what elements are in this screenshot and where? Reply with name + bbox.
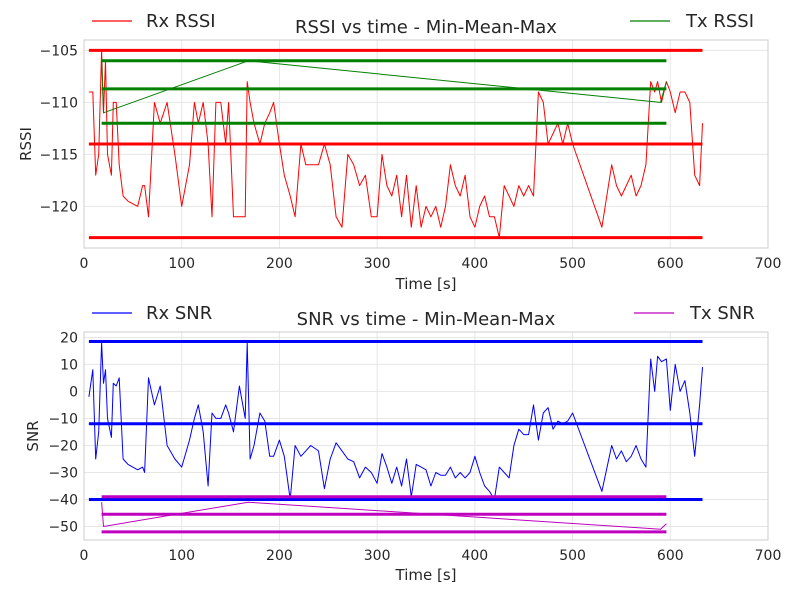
rssi-plot-frame xyxy=(83,39,769,249)
rssi-x-tick-label: 300 xyxy=(364,256,391,272)
rssi-legend-left: Rx RSSI xyxy=(92,11,216,32)
rssi-y-tick-label: −120 xyxy=(40,199,78,215)
snr-x-tick-label: 700 xyxy=(755,548,782,564)
snr-legend-rx-label: Rx SNR xyxy=(146,303,212,324)
snr-legend-right: Tx SNR xyxy=(634,303,755,324)
rssi-y-axis-label: RSSI xyxy=(17,127,35,161)
snr-x-tick-label: 400 xyxy=(461,548,488,564)
snr-series xyxy=(88,340,703,534)
snr-x-tick-label: 300 xyxy=(364,548,391,564)
rssi-panel: 0 100 200 300 400 500 600 700 −105−110−115−120 … xyxy=(17,11,781,293)
snr-x-tick-label: 0 xyxy=(80,548,89,564)
snr-y-tick-label: −10 xyxy=(48,411,78,427)
snr-x-tick-labels: 0 100 200 300 400 500 600 700 xyxy=(80,548,782,564)
snr-series-rx-snr-line xyxy=(88,342,703,500)
rssi-series-rx-rssi-line xyxy=(88,49,703,239)
snr-x-tick-label: 600 xyxy=(657,548,684,564)
rssi-y-tick-label: −110 xyxy=(40,95,78,111)
snr-y-tick-label: −20 xyxy=(48,438,78,454)
rssi-x-tick-label: 600 xyxy=(657,256,684,272)
rssi-x-tick-label: 0 xyxy=(80,256,89,272)
snr-x-tick-label: 100 xyxy=(168,548,195,564)
rssi-x-tick-labels: 0 100 200 300 400 500 600 700 xyxy=(80,256,782,272)
rssi-x-tick-label: 200 xyxy=(266,256,293,272)
rssi-y-tick-label: −105 xyxy=(40,43,78,59)
rssi-chart-title: RSSI vs time - Min-Mean-Max xyxy=(295,17,557,38)
snr-series-tx-snr-line xyxy=(101,501,667,530)
snr-y-tick-label: 10 xyxy=(60,357,78,373)
snr-chart-title: SNR vs time - Min-Mean-Max xyxy=(297,309,556,330)
rssi-x-tick-label: 400 xyxy=(461,256,488,272)
snr-y-tick-label: −50 xyxy=(48,519,78,535)
rssi-legend-rx-label: Rx RSSI xyxy=(146,11,216,32)
snr-y-tick-labels: 20 10 0 −10 −20 −30 −40 −50 xyxy=(48,330,78,535)
rssi-y-tick-labels: −105 −110 −115 −120 xyxy=(40,43,78,215)
snr-x-tick-label: 500 xyxy=(559,548,586,564)
rssi-x-tick-label: 700 xyxy=(755,256,782,272)
snr-y-tick-label: −40 xyxy=(48,492,78,508)
snr-y-tick-label: 0 xyxy=(69,384,78,400)
rssi-x-tick-label: 500 xyxy=(559,256,586,272)
snr-panel: 0 100 200 300 400 500 600 700 20100−10−20−30−40… xyxy=(24,303,781,584)
rssi-x-tick-label: 100 xyxy=(168,256,195,272)
snr-legend-tx-label: Tx SNR xyxy=(689,303,755,324)
rssi-legend-tx-label: Tx RSSI xyxy=(685,11,754,32)
snr-y-tick-label: −30 xyxy=(48,465,78,481)
rssi-y-tick-label: −115 xyxy=(40,147,78,163)
snr-x-tick-label: 200 xyxy=(266,548,293,564)
rssi-series xyxy=(88,48,703,240)
snr-plot-frame xyxy=(83,331,769,541)
snr-x-axis-label: Time [s] xyxy=(395,566,457,584)
rssi-legend-right: Tx RSSI xyxy=(630,11,754,32)
snr-y-tick-label: 20 xyxy=(60,330,78,346)
snr-legend-left: Rx SNR xyxy=(92,303,212,324)
snr-y-axis-label: SNR xyxy=(24,420,42,451)
rssi-x-axis-label: Time [s] xyxy=(395,275,457,293)
